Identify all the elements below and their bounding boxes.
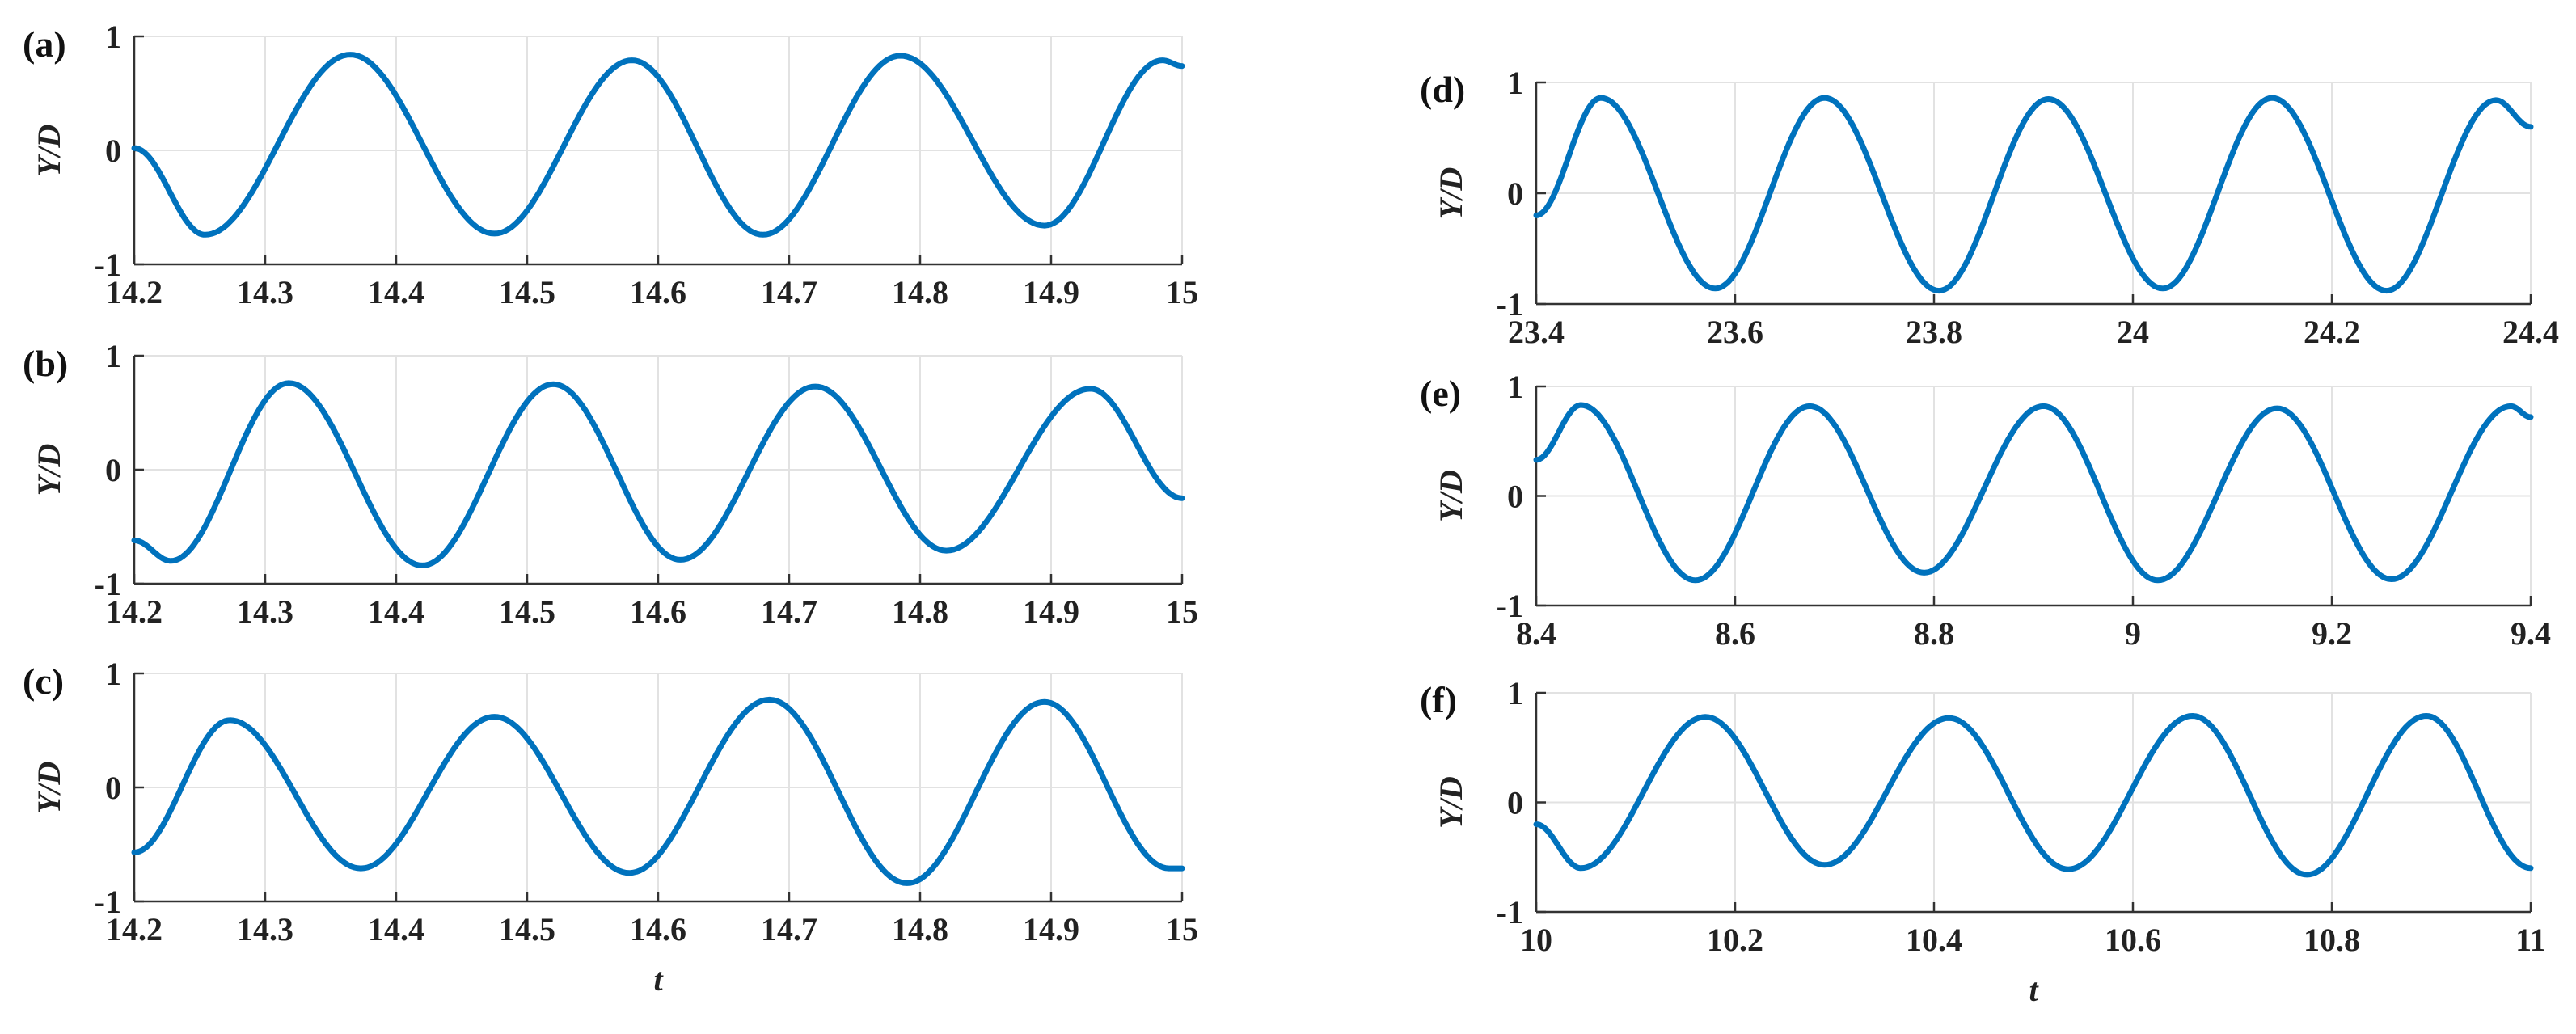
x-tick-label: 14.8: [892, 911, 948, 947]
y-tick-label: 0: [1507, 479, 1523, 515]
x-tick-label: 24.4: [2502, 314, 2559, 350]
y-tick-label: 0: [105, 452, 121, 488]
y-axis-label: Y/D: [31, 125, 67, 176]
panel-b: 14.2 14.3 14.4 14.5 14.6 14.7 14.8 14.9 15 -1 0 1 Y/…: [23, 338, 1198, 630]
x-tick-label: 9.2: [2312, 615, 2352, 652]
panel-label: (e): [1420, 373, 1461, 414]
x-tick-label: 14.5: [499, 593, 555, 630]
series-line: [131, 696, 1185, 886]
x-tick-label: 24.2: [2304, 314, 2360, 350]
x-tick-label: 14.2: [106, 911, 163, 947]
x-tick-label: 23.4: [1508, 314, 1565, 350]
x-tick-label: 10.2: [1707, 922, 1763, 958]
x-tick-label: 14.4: [368, 911, 424, 947]
x-tick-label: 14.9: [1023, 593, 1079, 630]
series-line: [1533, 95, 2534, 294]
x-tick-label: 10.8: [2304, 922, 2360, 958]
y-tick-label: 0: [1507, 785, 1523, 821]
x-tick-label: 14.8: [892, 274, 948, 310]
panel-a: 14.2 14.3 14.4 14.5 14.6 14.7 14.8 14.9 15 -1 0 1 Y/…: [23, 19, 1198, 310]
x-tick-label: 14.9: [1023, 274, 1079, 310]
x-tick-label: 14.7: [761, 274, 817, 310]
panel-f: 10 10.2 10.4 10.6 10.8 11 -1 0 1 Y/D t (f): [1420, 675, 2546, 1008]
y-tick-label: 1: [1507, 65, 1523, 101]
x-tick-label: 14.9: [1023, 911, 1079, 947]
x-tick-label: 15: [1166, 911, 1198, 947]
series-line: [1533, 402, 2534, 584]
y-axis-label: Y/D: [1433, 470, 1469, 521]
x-axis-label: t: [653, 961, 664, 998]
panel-d: 23.4 23.6 23.8 24 24.2 24.4 -1 0 1 Y/D (d): [1420, 65, 2559, 350]
y-tick-label: -1: [95, 566, 121, 602]
x-tick-label: 11: [2515, 922, 2546, 958]
x-tick-label: 23.6: [1707, 314, 1763, 350]
x-tick-label: 14.6: [630, 911, 686, 947]
x-tick-label: 14.5: [499, 274, 555, 310]
y-tick-label: 0: [1507, 175, 1523, 212]
y-tick-label: -1: [1497, 588, 1523, 624]
panel-e: 8.4 8.6 8.8 9 9.2 9.4 -1 0 1 Y/D (e): [1420, 369, 2551, 652]
x-tick-label: 9: [2125, 615, 2141, 652]
x-tick-label: 10.6: [2105, 922, 2161, 958]
y-tick-label: 1: [1507, 369, 1523, 405]
x-tick-label: 10: [1520, 922, 1552, 958]
x-tick-label: 15: [1166, 274, 1198, 310]
y-tick-label: 0: [105, 770, 121, 806]
y-axis-label: Y/D: [31, 762, 67, 813]
series-line: [131, 52, 1185, 238]
y-tick-label: -1: [95, 247, 121, 283]
x-tick-label: 14.6: [630, 274, 686, 310]
x-tick-label: 14.4: [368, 593, 424, 630]
y-tick-label: 1: [105, 19, 121, 55]
x-tick-label: 14.3: [237, 593, 293, 630]
x-tick-label: 14.3: [237, 911, 293, 947]
x-tick-label: 15: [1166, 593, 1198, 630]
x-tick-label: 24: [2117, 314, 2149, 350]
y-axis-label: Y/D: [31, 444, 67, 496]
x-tick-label: 14.2: [106, 274, 163, 310]
x-tick-label: 10.4: [1906, 922, 1962, 958]
x-tick-label: 14.3: [237, 274, 293, 310]
x-tick-label: 8.8: [1914, 615, 1954, 652]
panel-label: (c): [23, 660, 64, 702]
x-tick-label: 14.2: [106, 593, 163, 630]
series-line: [131, 380, 1185, 568]
x-axis-label: t: [2029, 972, 2039, 1008]
y-tick-label: 1: [1507, 675, 1523, 711]
x-tick-label: 9.4: [2511, 615, 2551, 652]
x-tick-label: 14.7: [761, 593, 817, 630]
y-tick-label: 1: [105, 338, 121, 374]
y-tick-label: -1: [95, 884, 121, 920]
x-tick-label: 14.8: [892, 593, 948, 630]
x-tick-label: 14.4: [368, 274, 424, 310]
y-tick-label: 0: [105, 133, 121, 169]
y-tick-label: -1: [1497, 894, 1523, 931]
x-tick-label: 14.7: [761, 911, 817, 947]
series-line: [1533, 713, 2534, 878]
y-axis-label: Y/D: [1433, 776, 1469, 828]
x-tick-label: 14.5: [499, 911, 555, 947]
panel-label: (a): [23, 23, 66, 65]
panel-label: (d): [1420, 69, 1465, 110]
x-tick-label: 8.4: [1516, 615, 1556, 652]
y-tick-label: -1: [1497, 286, 1523, 323]
panel-label: (b): [23, 343, 68, 384]
y-tick-label: 1: [105, 656, 121, 692]
x-tick-label: 23.8: [1906, 314, 1962, 350]
panel-c: 14.2 14.3 14.4 14.5 14.6 14.7 14.8 14.9 15 -1 0 1 Y/…: [23, 656, 1198, 998]
panel-label: (f): [1420, 679, 1457, 720]
y-axis-label: Y/D: [1433, 167, 1469, 219]
x-tick-label: 14.6: [630, 593, 686, 630]
x-tick-label: 8.6: [1715, 615, 1755, 652]
